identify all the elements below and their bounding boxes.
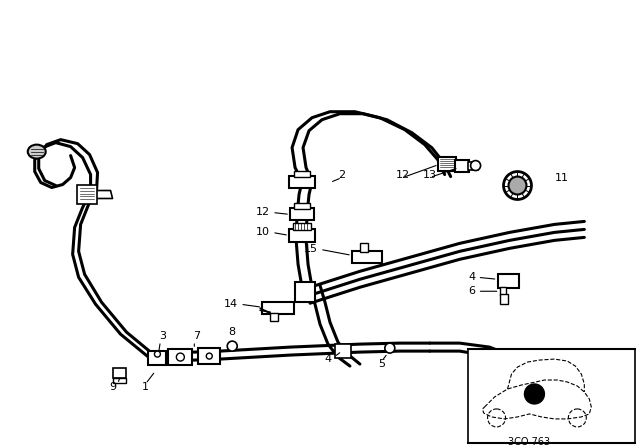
Text: 15: 15 bbox=[304, 244, 318, 254]
Text: 9: 9 bbox=[109, 382, 116, 392]
Bar bbox=[148, 351, 166, 365]
Bar bbox=[113, 368, 127, 378]
Bar bbox=[295, 282, 315, 302]
Bar bbox=[289, 176, 315, 188]
Text: 11: 11 bbox=[554, 172, 568, 182]
Circle shape bbox=[154, 351, 161, 357]
Bar bbox=[500, 294, 508, 304]
Circle shape bbox=[227, 341, 237, 351]
Text: 4: 4 bbox=[468, 272, 476, 282]
Text: 3: 3 bbox=[159, 331, 166, 341]
Text: 6: 6 bbox=[468, 286, 476, 296]
Bar bbox=[294, 203, 310, 210]
Circle shape bbox=[504, 172, 531, 199]
Circle shape bbox=[470, 160, 481, 171]
Bar bbox=[468, 162, 477, 169]
Text: 1: 1 bbox=[142, 382, 149, 392]
Bar bbox=[497, 274, 520, 288]
Bar bbox=[468, 349, 635, 443]
Bar bbox=[289, 229, 315, 242]
Bar bbox=[77, 185, 97, 204]
Text: 4: 4 bbox=[324, 354, 332, 364]
Circle shape bbox=[524, 384, 545, 404]
Bar bbox=[335, 344, 351, 358]
Text: 12: 12 bbox=[396, 169, 410, 180]
Ellipse shape bbox=[28, 145, 45, 159]
Bar bbox=[270, 313, 278, 321]
Bar bbox=[352, 251, 382, 263]
Text: 8: 8 bbox=[228, 327, 236, 337]
Bar bbox=[294, 171, 310, 177]
Bar bbox=[168, 349, 193, 365]
Bar bbox=[360, 243, 368, 252]
Bar bbox=[290, 208, 314, 220]
Text: 13: 13 bbox=[422, 169, 436, 180]
Circle shape bbox=[385, 343, 395, 353]
Bar bbox=[438, 157, 456, 171]
Text: 2: 2 bbox=[339, 169, 346, 180]
Text: 10: 10 bbox=[256, 228, 270, 237]
Bar bbox=[454, 159, 468, 172]
Bar bbox=[198, 348, 220, 364]
Circle shape bbox=[509, 177, 527, 194]
Text: 3CO 763: 3CO 763 bbox=[508, 437, 550, 447]
Bar bbox=[113, 378, 127, 383]
Bar bbox=[262, 302, 294, 314]
Text: 14: 14 bbox=[224, 299, 238, 309]
Bar bbox=[293, 224, 311, 230]
Text: 5: 5 bbox=[378, 359, 385, 369]
Text: 7: 7 bbox=[193, 331, 200, 341]
Bar bbox=[500, 287, 506, 295]
Text: 12: 12 bbox=[256, 207, 270, 217]
